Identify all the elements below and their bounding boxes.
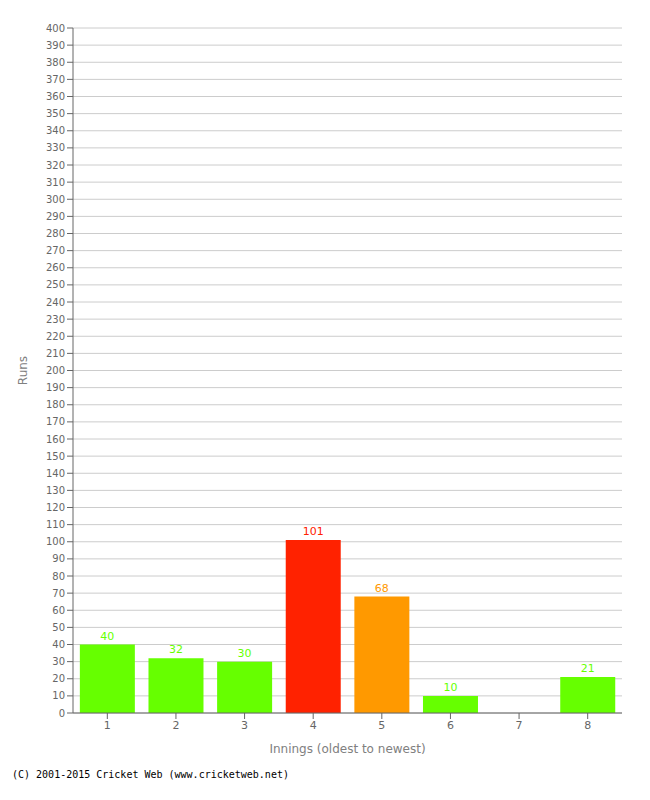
svg-text:Runs: Runs: [16, 356, 30, 385]
svg-text:190: 190: [46, 382, 65, 393]
svg-text:350: 350: [46, 108, 65, 119]
svg-text:180: 180: [46, 399, 65, 410]
html-text:(C) 2001-2015 Cricket Web (www: (C) 2001-2015 Cricket Web (www.cricketwe…: [12, 769, 289, 780]
svg-text:21: 21: [581, 662, 595, 675]
svg-text:1: 1: [104, 719, 111, 732]
svg-text:4: 4: [310, 719, 317, 732]
svg-text:220: 220: [46, 331, 65, 342]
svg-text:100: 100: [46, 536, 65, 547]
svg-text:330: 330: [46, 142, 65, 153]
svg-text:290: 290: [46, 211, 65, 222]
svg-text:60: 60: [52, 605, 65, 616]
svg-text:7: 7: [516, 719, 523, 732]
svg-text:250: 250: [46, 279, 65, 290]
svg-text:370: 370: [46, 74, 65, 85]
svg-text:120: 120: [46, 502, 65, 513]
svg-text:390: 390: [46, 40, 65, 51]
svg-text:200: 200: [46, 365, 65, 376]
svg-text:110: 110: [46, 519, 65, 530]
svg-text:10: 10: [443, 681, 457, 694]
svg-text:90: 90: [52, 553, 65, 564]
svg-text:70: 70: [52, 588, 65, 599]
svg-text:80: 80: [52, 571, 65, 582]
svg-text:320: 320: [46, 160, 65, 171]
svg-text:Innings (oldest to newest): Innings (oldest to newest): [269, 742, 425, 756]
svg-text:50: 50: [52, 622, 65, 633]
svg-text:6: 6: [447, 719, 454, 732]
svg-text:5: 5: [378, 719, 385, 732]
svg-text:380: 380: [46, 57, 65, 68]
svg-text:160: 160: [46, 434, 65, 445]
svg-text:230: 230: [46, 314, 65, 325]
svg-text:170: 170: [46, 416, 65, 427]
svg-text:32: 32: [169, 643, 183, 656]
svg-text:40: 40: [52, 639, 65, 650]
svg-text:260: 260: [46, 262, 65, 273]
svg-text:280: 280: [46, 228, 65, 239]
svg-text:0: 0: [59, 708, 65, 719]
svg-text:20: 20: [52, 673, 65, 684]
svg-text:40: 40: [100, 630, 114, 643]
svg-text:400: 400: [46, 23, 65, 34]
svg-text:210: 210: [46, 348, 65, 359]
svg-text:68: 68: [375, 582, 389, 595]
svg-text:310: 310: [46, 177, 65, 188]
svg-text:101: 101: [303, 525, 324, 538]
svg-text:30: 30: [52, 656, 65, 667]
svg-text:360: 360: [46, 91, 65, 102]
svg-text:8: 8: [584, 719, 591, 732]
svg-text:340: 340: [46, 125, 65, 136]
svg-text:240: 240: [46, 297, 65, 308]
svg-text:130: 130: [46, 485, 65, 496]
svg-text:10: 10: [52, 690, 65, 701]
svg-text:30: 30: [238, 647, 252, 660]
svg-text:150: 150: [46, 451, 65, 462]
svg-text:300: 300: [46, 194, 65, 205]
svg-text:2: 2: [172, 719, 179, 732]
svg-text:3: 3: [241, 719, 248, 732]
svg-text:140: 140: [46, 468, 65, 479]
svg-text:270: 270: [46, 245, 65, 256]
